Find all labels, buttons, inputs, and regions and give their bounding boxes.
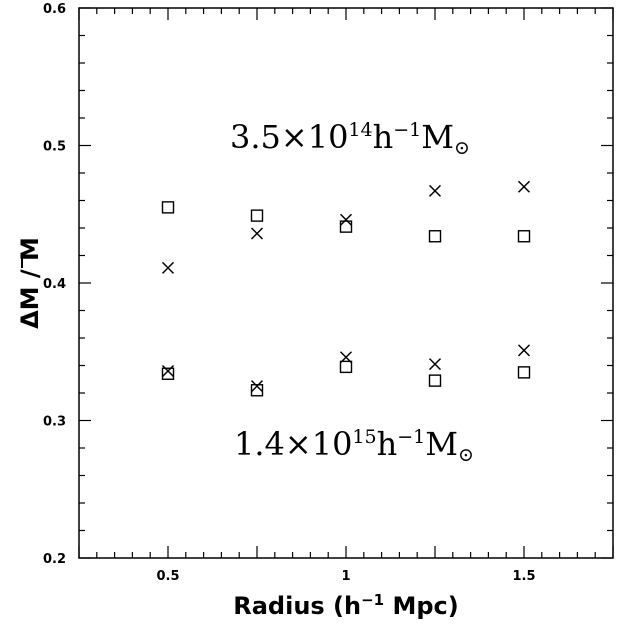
x-tick-label: 1.5	[512, 569, 535, 584]
cross-stroke	[161, 261, 175, 274]
cross-stroke	[428, 184, 442, 197]
y-tick-label: 0.4	[43, 277, 66, 292]
square-marker	[250, 384, 264, 397]
cross-stroke	[250, 380, 264, 393]
cross-stroke	[339, 351, 353, 364]
cross-marker	[517, 344, 531, 357]
y-tick-label: 0.3	[43, 415, 66, 430]
cross-marker	[161, 364, 175, 378]
x-tick-label: 1	[341, 569, 350, 584]
y-tick-label: 0.2	[43, 552, 66, 567]
cross-marker	[428, 358, 442, 371]
y-tick-label: 0.6	[43, 2, 66, 17]
cross-stroke	[339, 213, 353, 226]
annotation-lower: 1.4×1015h−1M⊙	[234, 425, 474, 466]
square-marker	[161, 201, 175, 214]
cross-marker	[250, 227, 264, 240]
square-marker	[517, 230, 531, 243]
cross-marker	[339, 213, 353, 226]
data-points	[161, 180, 531, 397]
square-marker	[428, 230, 442, 243]
cross-marker	[161, 261, 175, 274]
cross-stroke	[517, 180, 531, 193]
cross-marker	[339, 351, 353, 364]
cross-marker	[250, 380, 264, 393]
square-marker	[517, 366, 531, 379]
x-axis-label: Radius (h−1 Mpc)	[233, 591, 459, 620]
cross-stroke	[517, 344, 531, 357]
axis-ticks	[78, 7, 614, 559]
square-marker	[339, 220, 353, 233]
cross-stroke	[250, 227, 264, 240]
square-marker	[339, 360, 353, 374]
y-tick-label: 0.5	[43, 140, 66, 155]
cross-marker	[428, 184, 442, 197]
x-tick-label: 0.5	[156, 569, 179, 584]
square-marker	[428, 374, 442, 387]
square-marker	[250, 209, 264, 222]
plot-frame	[78, 7, 614, 559]
y-axis-label: ΔM / M	[16, 237, 44, 329]
cross-marker	[517, 180, 531, 193]
cross-stroke	[428, 358, 442, 371]
annotation-upper: 3.5×1014h−1M⊙	[230, 118, 470, 159]
tick-labels: 0.5 1 1.5 0.2 0.3 0.4 0.5 0.6	[43, 2, 536, 584]
cross-stroke	[161, 364, 175, 378]
square-marker	[161, 367, 175, 380]
